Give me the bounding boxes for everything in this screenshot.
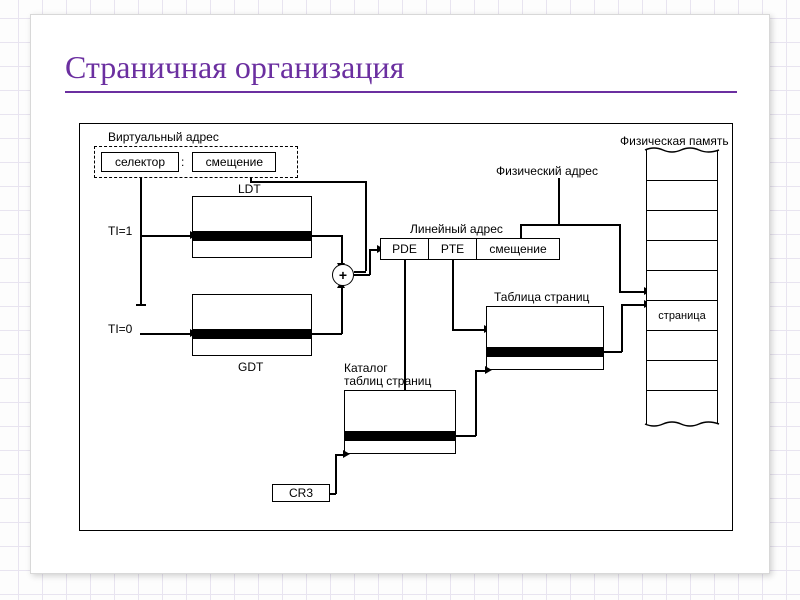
gdt-table	[192, 294, 312, 356]
physical-memory: страница	[646, 150, 718, 424]
line-dir-out	[456, 435, 476, 437]
linear-label: Линейный адрес	[410, 222, 503, 236]
mem-row-7	[647, 360, 717, 390]
page-table	[486, 306, 604, 370]
page-title: Страничная организация	[65, 49, 404, 86]
mem-row-3	[647, 240, 717, 270]
line-physlabel	[558, 178, 560, 224]
gdt-label: GDT	[238, 360, 263, 374]
page-table-label: Таблица страниц	[494, 290, 589, 304]
mem-row-6	[647, 330, 717, 360]
ti0-label: TI=0	[108, 322, 132, 336]
line-pte-down	[452, 260, 454, 330]
arrow-dir-pt	[485, 366, 492, 374]
line-gdt-up	[341, 286, 343, 334]
line-ldt-out	[312, 235, 342, 237]
line-pte-h	[452, 329, 486, 331]
slide: Страничная организация Виртуальный адрес…	[30, 14, 770, 574]
line-plus-out-h	[354, 274, 370, 276]
mem-row-0	[647, 150, 717, 180]
line-phys-v	[619, 224, 621, 292]
pde-cell: PDE	[381, 239, 429, 259]
pte-cell: PTE	[429, 239, 477, 259]
mem-bottom-wave	[644, 420, 720, 428]
phys-addr-label: Физический адрес	[496, 164, 598, 178]
title-underline	[65, 91, 737, 93]
mem-top-wave	[644, 146, 720, 154]
selector-box: селектор	[101, 152, 179, 172]
linear-offset-label: смещение	[489, 242, 546, 256]
ti1-label: TI=1	[108, 224, 132, 238]
line-cr3-v	[335, 454, 337, 494]
line-offset-to-plus	[354, 271, 366, 273]
diagram: Виртуальный адрес селектор : смещение TI…	[79, 123, 733, 531]
line-cap	[136, 304, 146, 306]
line-offset-down	[365, 181, 367, 271]
page-label: страница	[658, 310, 705, 322]
line-pt-to-mem	[621, 304, 646, 306]
virtual-address-label: Виртуальный адрес	[108, 130, 219, 144]
selector-label: селектор	[115, 155, 165, 169]
line-pt-out	[604, 351, 622, 353]
mem-row-8	[647, 390, 717, 424]
cr3-label: CR3	[289, 486, 313, 500]
line-offset-h	[250, 181, 366, 183]
offset-box: смещение	[192, 152, 276, 172]
ldt-entry	[193, 231, 311, 241]
line-ti0	[140, 333, 192, 335]
line-phys-to-page	[619, 291, 647, 293]
line-gdt-out	[312, 333, 342, 335]
pde-label: PDE	[392, 242, 417, 256]
arrow-cr3	[343, 450, 350, 458]
pte-label: PTE	[441, 242, 464, 256]
page-table-entry	[487, 347, 603, 357]
line-offset-up	[520, 224, 522, 238]
virtual-address-box: селектор : смещение	[94, 146, 298, 178]
page-dir-table	[344, 390, 456, 454]
line-plus-up	[369, 249, 371, 275]
ldt-table	[192, 196, 312, 258]
line-dir-up	[475, 370, 477, 436]
mem-row-page: страница	[647, 300, 717, 330]
linear-address-box: PDE PTE смещение	[380, 238, 560, 260]
line-pt-up	[621, 304, 623, 352]
page-dir-entry	[345, 431, 455, 441]
mem-row-2	[647, 210, 717, 240]
mem-row-1	[647, 180, 717, 210]
line-ldt-down	[341, 235, 343, 265]
linear-offset-cell: смещение	[477, 239, 559, 259]
line-offset-phys	[520, 224, 610, 226]
line-ti1	[140, 235, 192, 237]
offset-label: смещение	[206, 155, 263, 169]
plus-adder: +	[332, 264, 354, 286]
mem-row-4	[647, 270, 717, 300]
colon: :	[181, 155, 184, 169]
page-dir-label: Каталог таблиц страниц	[344, 362, 431, 388]
gdt-entry	[193, 329, 311, 339]
line-selector-down	[140, 178, 142, 306]
ldt-label: LDT	[238, 182, 261, 196]
cr3-box: CR3	[272, 484, 330, 502]
